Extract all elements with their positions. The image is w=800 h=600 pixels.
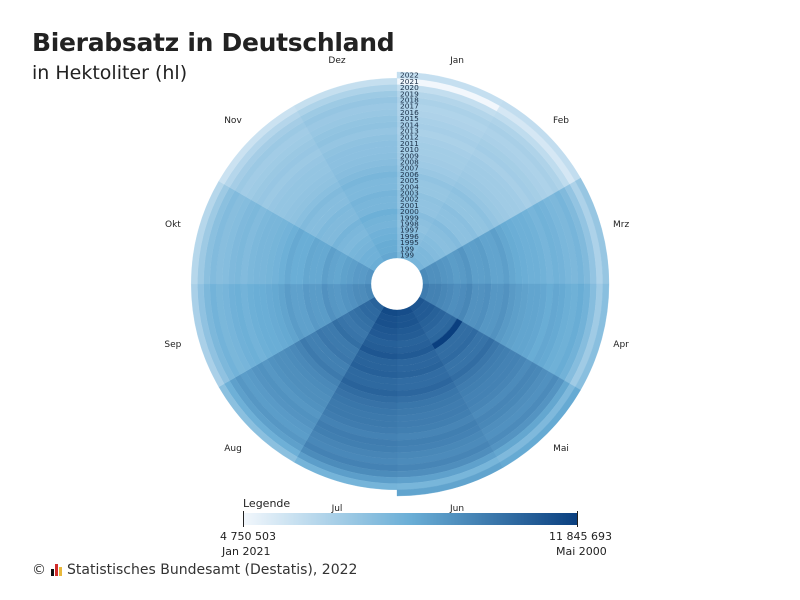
year-label-2015: 2015 [400,114,419,123]
year-label-2006: 2006 [400,170,419,179]
year-label-2022: 2022 [400,71,419,80]
year-label-2004: 2004 [400,182,419,191]
year-label-2016: 2016 [400,108,419,117]
year-label-2021: 2021 [400,77,419,86]
year-label-2001: 2001 [400,201,419,210]
legend-max-value: 11 845 693 [549,530,612,543]
copyright-symbol: © [32,562,46,578]
month-label-dez: Dez [328,56,345,66]
year-label-1997: 1997 [400,226,419,235]
year-label-1995: 1995 [400,238,419,247]
month-label-sep: Sep [164,340,181,350]
month-label-aug: Aug [224,444,242,454]
month-label-apr: Apr [613,340,629,350]
month-label-jun: Jun [449,504,464,514]
source-text: Statistisches Bundesamt (Destatis), 2022 [67,562,358,578]
heatmap-cell-dez-2021 [293,78,398,112]
legend-min-label: Jan 2021 [222,545,271,558]
year-label-2010: 2010 [400,145,419,154]
year-label-1993: 199 [400,251,414,260]
legend-min-tick [243,511,244,527]
year-label-2013: 2013 [400,127,419,136]
month-label-jul: Jul [331,504,343,514]
heatmap-cell-jun-2022 [396,462,504,497]
month-label-okt: Okt [165,220,181,230]
year-label-2020: 2020 [400,83,419,92]
destatis-logo-icon [51,564,62,576]
year-label-2009: 2009 [400,151,419,160]
year-label-2019: 2019 [400,89,419,98]
heatmap-cells [191,71,610,497]
year-label-1996: 1996 [400,232,419,241]
page-title: Bierabsatz in Deutschland [32,28,395,57]
year-label-1999: 1999 [400,213,419,222]
year-label-2005: 2005 [400,176,419,185]
month-label-jan: Jan [449,56,464,66]
year-label-2012: 2012 [400,133,419,142]
legend-color-scale [243,513,578,525]
year-label-2008: 2008 [400,158,419,167]
year-label-2003: 2003 [400,189,419,198]
source-footer: © Statistisches Bundesamt (Destatis), 20… [32,562,357,578]
year-label-2007: 2007 [400,164,419,173]
month-label-nov: Nov [224,116,242,126]
month-label-mai: Mai [553,444,569,454]
year-label-2017: 2017 [400,102,419,111]
month-label-mrz: Mrz [613,220,629,230]
year-label-2011: 2011 [400,139,419,148]
year-labels: 1991991995199619971998199920002001200220… [400,71,419,260]
month-labels: Jan Feb Mrz Apr Mai Jun Jul Aug Sep Okt Nov Dez [164,56,629,514]
year-label-1998: 1998 [400,220,419,229]
year-label-2018: 2018 [400,96,419,105]
legend-max-label: Mai 2000 [556,545,607,558]
year-label-1994: 199 [400,244,414,253]
year-label-2000: 2000 [400,207,419,216]
year-label-2002: 2002 [400,195,419,204]
legend-title: Legende [243,497,291,510]
year-label-2014: 2014 [400,120,419,129]
page-subtitle: in Hektoliter (hl) [32,62,188,84]
legend-min-value: 4 750 503 [220,530,276,543]
legend-max-tick [577,511,578,527]
month-label-feb: Feb [553,116,569,126]
